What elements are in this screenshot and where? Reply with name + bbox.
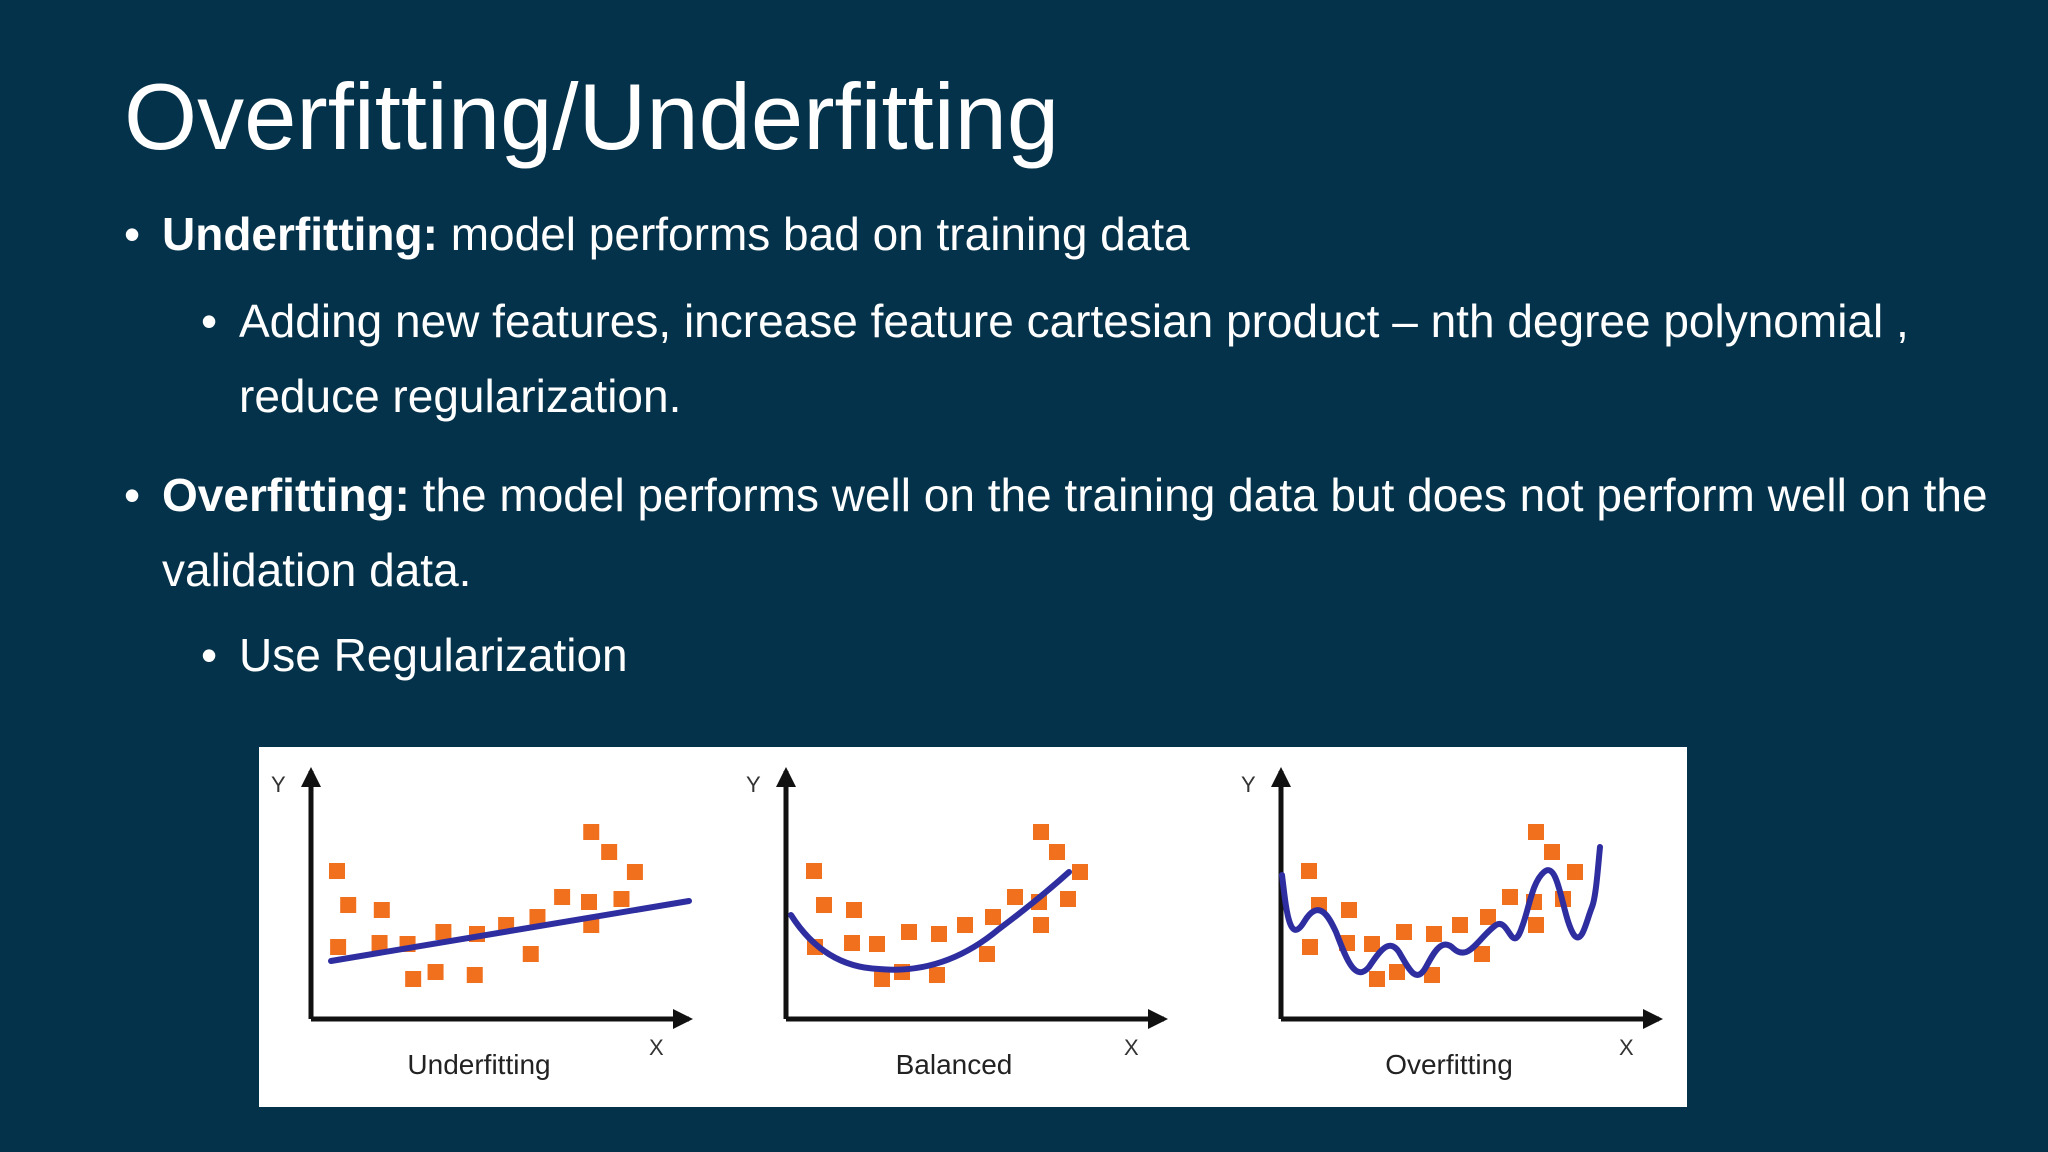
data-point <box>1302 939 1318 955</box>
data-point <box>1396 924 1412 940</box>
data-point <box>330 939 347 955</box>
data-point <box>1301 863 1317 879</box>
bullet-dot: • <box>124 469 141 521</box>
data-point <box>869 936 885 952</box>
bullet-term: Underfitting: <box>162 208 438 260</box>
data-point <box>1389 964 1405 980</box>
data-point <box>554 889 571 905</box>
data-point <box>371 935 388 951</box>
bullet-term: Overfitting: <box>162 469 410 521</box>
slide-title: Overfitting/Underfitting <box>124 64 1060 169</box>
data-point <box>985 909 1001 925</box>
data-point <box>581 894 597 910</box>
data-point <box>806 863 822 879</box>
data-point <box>613 891 630 907</box>
data-point <box>329 863 345 879</box>
y-axis-label: Y <box>1241 772 1256 797</box>
data-point <box>405 971 422 987</box>
data-point <box>901 924 917 940</box>
data-point <box>1369 971 1385 987</box>
bullet-underfitting: • Underfitting: model performs bad on tr… <box>124 197 2022 272</box>
data-point <box>1544 844 1560 860</box>
y-axis-label: Y <box>271 772 286 797</box>
data-point <box>1424 967 1440 983</box>
data-point <box>1033 917 1049 933</box>
sub-bullet-overfitting-remedy: • Use Regularization <box>201 618 2019 693</box>
data-point <box>1364 936 1380 952</box>
data-point <box>1474 946 1490 962</box>
data-point <box>846 902 862 918</box>
data-point <box>583 824 600 840</box>
panel-overfitting: Y X Overfitting <box>1241 767 1663 1080</box>
data-point <box>1060 891 1076 907</box>
data-point <box>427 964 444 980</box>
bullet-dot: • <box>201 295 218 347</box>
data-point <box>626 864 643 880</box>
data-point <box>929 967 945 983</box>
data-point <box>601 844 618 860</box>
data-point <box>844 935 860 951</box>
fit-curve <box>1279 844 1603 978</box>
data-point <box>1007 889 1023 905</box>
data-point <box>1528 824 1544 840</box>
x-axis-label: X <box>1124 1035 1139 1060</box>
bullet-dot: • <box>124 208 141 260</box>
fit-curve <box>328 898 692 964</box>
data-point <box>340 897 357 913</box>
data-point <box>1033 824 1049 840</box>
sub-bullet-text: Use Regularization <box>239 629 628 681</box>
bullet-dot: • <box>201 629 218 681</box>
data-point <box>1072 864 1088 880</box>
data-point <box>1567 864 1583 880</box>
panel-label: Overfitting <box>1385 1049 1513 1080</box>
bullet-text: model performs bad on training data <box>437 208 1190 260</box>
data-point <box>931 926 947 942</box>
panel-label: Balanced <box>896 1049 1013 1080</box>
sub-bullet-underfitting-remedy: • Adding new features, increase feature … <box>201 284 2019 434</box>
data-point <box>373 902 390 918</box>
bullet-overfitting: • Overfitting: the model performs well o… <box>124 458 2022 608</box>
panel-label: Underfitting <box>407 1049 550 1080</box>
data-point <box>1426 926 1442 942</box>
data-point <box>466 967 483 983</box>
data-point <box>1502 889 1518 905</box>
panel-balanced: Y X Balanced <box>746 767 1168 1080</box>
fit-comparison-diagram: Y X Underfitting Y X Balanced Y X Overfitting <box>271 767 1663 1080</box>
data-point <box>1480 909 1496 925</box>
bullet-text: the model performs well on the training … <box>162 469 1988 596</box>
data-point <box>1049 844 1065 860</box>
fit-comparison-figure: Y X Underfitting Y X Balanced Y X Overfitting <box>259 747 1687 1107</box>
data-point <box>1341 902 1357 918</box>
data-point <box>435 924 452 940</box>
x-axis-label: X <box>1619 1035 1634 1060</box>
data-point <box>1452 917 1468 933</box>
sub-bullet-text: Adding new features, increase feature ca… <box>239 295 1909 422</box>
data-point <box>529 909 546 925</box>
data-point <box>874 971 890 987</box>
data-point <box>957 917 973 933</box>
data-point <box>816 897 832 913</box>
data-point <box>1528 917 1544 933</box>
fit-curve <box>788 869 1072 973</box>
x-axis-label: X <box>649 1035 664 1060</box>
y-axis-label: Y <box>746 772 761 797</box>
panel-underfitting: Y X Underfitting <box>271 767 693 1080</box>
data-point <box>979 946 995 962</box>
data-point <box>522 946 539 962</box>
